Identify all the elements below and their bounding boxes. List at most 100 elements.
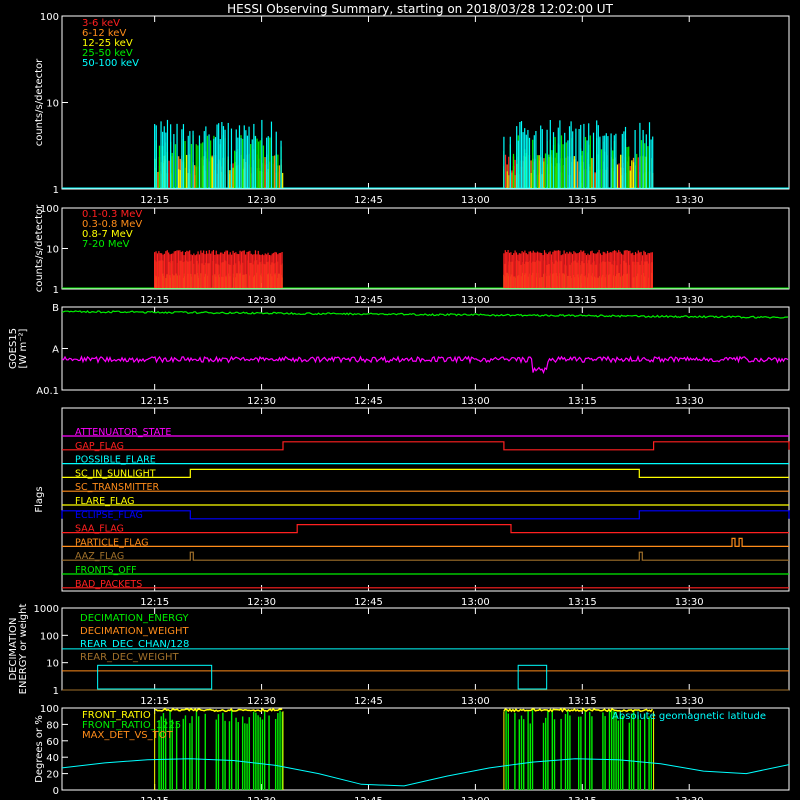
ratios-legend-entry: MAX_DET_VS_TOT — [82, 730, 174, 741]
hxr_low-xtick-label: 12:30 — [247, 195, 276, 206]
goes-ylabel: [W m⁻²] — [18, 328, 29, 368]
decimation-box — [97, 664, 213, 690]
goes-ytick-label: B — [52, 303, 59, 314]
goes-ylabel: GOES15 — [8, 328, 19, 369]
panels: 12:15 12:30 12:45 13:00 13:15 13:30 counts/s/d… — [8, 12, 790, 800]
flags-xtick-label: 13:15 — [568, 597, 597, 608]
ratios-xtick-label: 12:15 — [140, 796, 169, 800]
hxr_low-legend-entry: 6-12 keV — [82, 28, 126, 39]
decimation-ytick-label: 100 — [40, 631, 59, 642]
flag-label: SAA_FLAG — [75, 524, 124, 535]
goes-xtick-label: 13:30 — [675, 396, 704, 407]
flag-trace — [62, 441, 790, 451]
gamma-legend-entry: 0.3-0.8 MeV — [82, 219, 142, 230]
flags-xtick-label: 12:15 — [140, 597, 169, 608]
panel-flags: 12:15 12:30 12:45 13:00 13:15 13:30 Flags ATTEN… — [34, 407, 790, 608]
gamma-xtick-label: 13:15 — [568, 295, 597, 306]
hxr_low-legend-entry: 50-100 keV — [82, 58, 139, 69]
goes-xtick-label: 13:00 — [461, 396, 490, 407]
ratios-ytick-label: 40 — [46, 753, 59, 764]
goes-xtick-label: 12:30 — [247, 396, 276, 407]
ratios-xtick-label: 13:15 — [568, 796, 597, 800]
decimation-xtick-label: 13:30 — [675, 696, 704, 707]
flags-frame — [61, 407, 790, 592]
ratios-legend-entry: FRONT_RATIO_1225 — [82, 720, 181, 731]
flag-trace — [62, 524, 789, 534]
goes-ytick-label: A0.1 — [36, 386, 59, 397]
flags-xtick-label: 12:30 — [247, 597, 276, 608]
ratios-ytick-label: 0 — [53, 786, 59, 797]
hxr_low-xtick-label: 12:15 — [140, 195, 169, 206]
goes-long-channel — [61, 310, 789, 319]
decimation-xtick-label: 13:00 — [461, 696, 490, 707]
decimation-ytick-label: 1000 — [34, 604, 59, 615]
decimation-xtick-label: 12:45 — [354, 696, 383, 707]
panel-goes: 12:15 12:30 12:45 13:00 13:15 13:30 GOES15 [W m… — [8, 303, 790, 407]
hxr_low-ytick-label: 1 — [53, 185, 59, 196]
flag-trace — [61, 510, 790, 520]
ratios-xtick-label: 13:00 — [461, 796, 490, 800]
gamma-xtick-label: 12:45 — [354, 295, 383, 306]
decimation-xtick-label: 12:15 — [140, 696, 169, 707]
panel-ratios: 12:15 12:30 12:45 13:00 13:15 13:30 Degrees or… — [34, 704, 790, 800]
gamma-legend-entry: 7-20 MeV — [82, 239, 130, 250]
decimation-box — [517, 664, 548, 690]
flag-label: SC_TRANSMITTER — [75, 482, 160, 493]
ratios-ytick-label: 20 — [46, 770, 59, 781]
panel-decimation: 12:15 12:30 12:45 13:00 13:15 13:30 DECIMATION… — [8, 604, 790, 707]
decimation-ylabel: ENERGY or weight — [18, 604, 29, 695]
gamma-xtick-label: 12:30 — [247, 295, 276, 306]
flag-label: PARTICLE_FLAG — [75, 537, 148, 548]
decimation-ytick-label: 1 — [53, 686, 59, 697]
panel-gamma: 12:15 12:30 12:45 13:00 13:15 13:30 counts/s/d… — [34, 204, 790, 306]
gamma-xtick-label: 12:15 — [140, 295, 169, 306]
ratios-ytick-label: 80 — [46, 720, 59, 731]
gamma-xtick-label: 13:00 — [461, 295, 490, 306]
hxr_low-xtick-label: 12:45 — [354, 195, 383, 206]
hxr_low-ylabel: counts/s/detector — [34, 58, 45, 146]
hxr_low-ytick-label: 100 — [40, 12, 59, 23]
gamma-legend-entry: 0.1-0.3 MeV — [82, 209, 142, 220]
geomag-latitude-curve — [61, 758, 790, 787]
ratios-ytick-label: 100 — [40, 704, 59, 715]
decimation-legend-entry: DECIMATION_WEIGHT — [80, 626, 189, 637]
ratios-xtick-label: 13:30 — [675, 796, 704, 800]
hxr_low-xtick-label: 13:00 — [461, 195, 490, 206]
goes-ytick-label: A — [52, 345, 59, 356]
plot-title: HESSI Observing Summary, starting on 201… — [227, 2, 613, 16]
flags-ylabel: Flags — [34, 486, 45, 512]
ratios-ylabel: Degrees or % — [34, 715, 45, 783]
decimation-xtick-label: 13:15 — [568, 696, 597, 707]
ratios-xtick-label: 12:45 — [354, 796, 383, 800]
gamma-xtick-label: 13:30 — [675, 295, 704, 306]
ratios-xtick-label: 12:30 — [247, 796, 276, 800]
goes-xtick-label: 12:15 — [140, 396, 169, 407]
front-ratio-trace — [503, 707, 654, 713]
decimation-legend-entry: REAR_DEC_WEIGHT — [80, 652, 179, 663]
hxr_low-xtick-label: 13:30 — [675, 195, 704, 206]
hxr_low-xtick-label: 13:15 — [568, 195, 597, 206]
decimation-legend-entry: DECIMATION_ENERGY — [80, 613, 189, 624]
flags-xtick-label: 13:30 — [675, 597, 704, 608]
ratios-ytick-label: 60 — [46, 737, 59, 748]
flag-label: POSSIBLE_FLARE — [75, 455, 156, 466]
hxr_low-legend-entry: 25-50 keV — [82, 48, 133, 59]
gamma-ylabel: counts/s/detector — [34, 204, 45, 292]
front-ratio-trace — [154, 707, 283, 713]
hxr_low-ytick-label: 10 — [46, 99, 59, 110]
gamma-ytick-label: 10 — [46, 245, 59, 256]
ratios-frame — [61, 707, 790, 791]
panel-hxr_low: 12:15 12:30 12:45 13:00 13:15 13:30 counts/s/d… — [34, 12, 790, 206]
flag-label: FLARE_FLAG — [75, 496, 135, 507]
flag-label: ATTENUATOR_STATE — [75, 427, 171, 438]
flag-label: FRONTS_OFF — [75, 565, 137, 576]
goes-short-channel — [61, 355, 789, 375]
goes-xtick-label: 12:45 — [354, 396, 383, 407]
decimation-ylabel: DECIMATION — [8, 617, 19, 680]
gamma-ytick-label: 100 — [40, 204, 59, 215]
flags-xtick-label: 13:00 — [461, 597, 490, 608]
hxr_low-legend-entry: 12-25 keV — [82, 38, 133, 49]
goes-frame — [61, 306, 790, 391]
decimation-xtick-label: 12:30 — [247, 696, 276, 707]
